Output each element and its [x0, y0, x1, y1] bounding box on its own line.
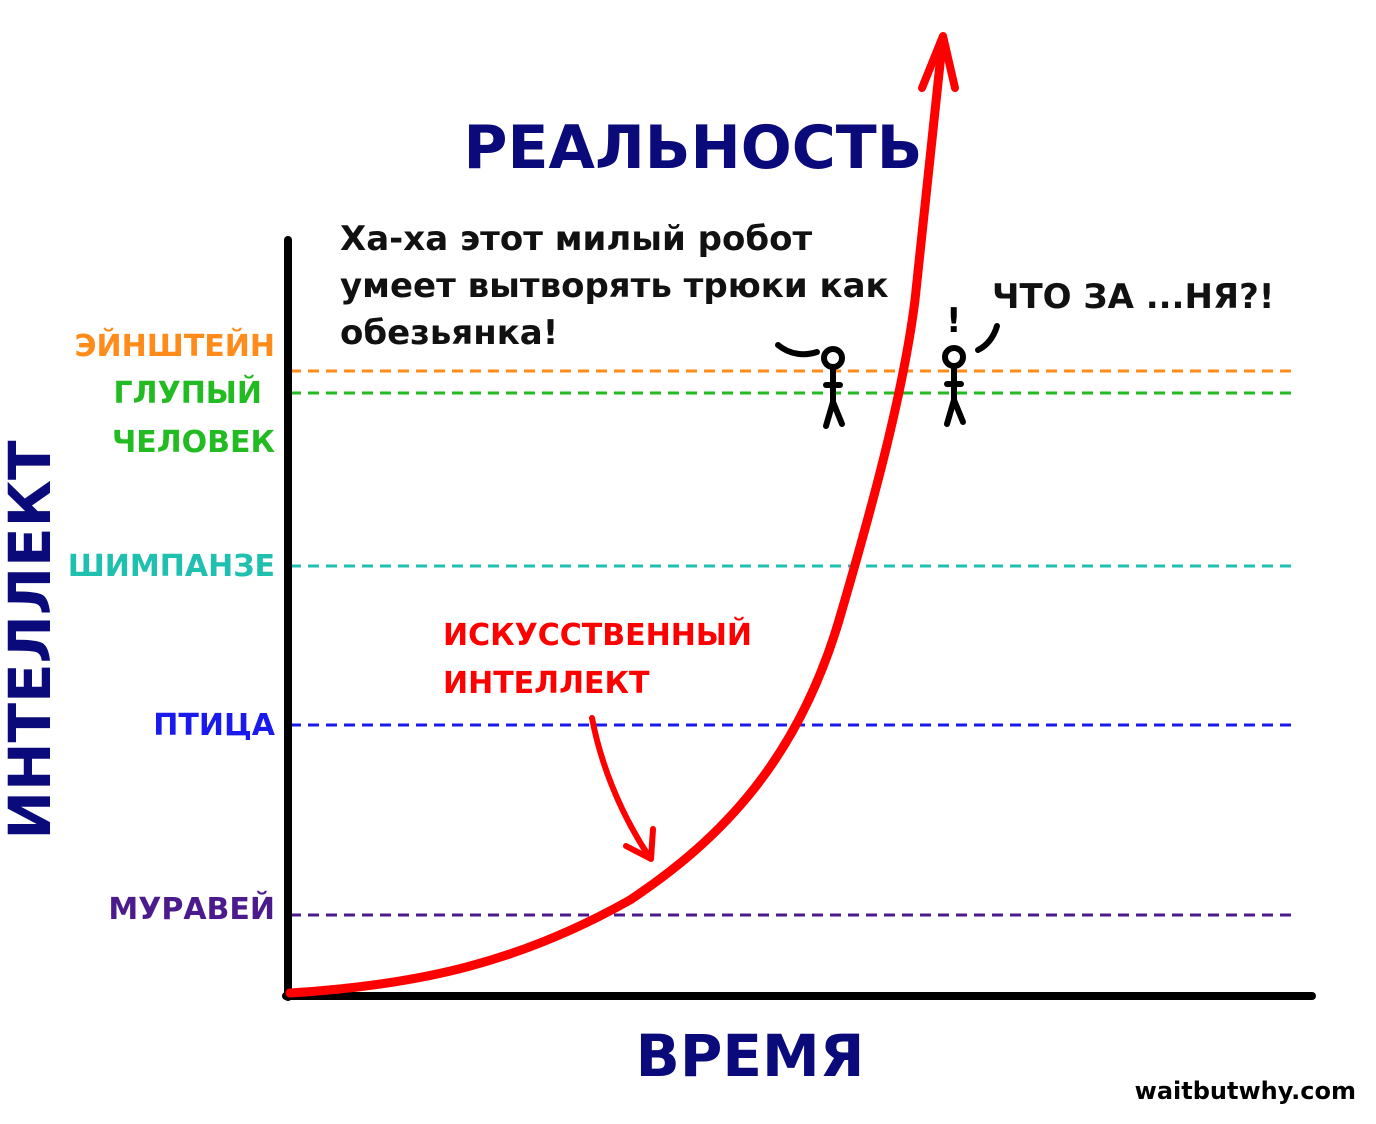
- level-label-2-0: ШИМПАНЗЕ: [68, 549, 275, 584]
- speech-left-line-2: умеет вытворять трюки как: [340, 266, 889, 306]
- ai-label: ИСКУССТВЕННЫЙ ИНТЕЛЛЕКТ: [443, 617, 763, 701]
- ai-label-line-1: ИСКУССТВЕННЫЙ: [443, 617, 752, 653]
- stick-figure-left: [775, 342, 845, 429]
- level-label-1-1: ЧЕЛОВЕК: [112, 425, 276, 460]
- level-label-3-0: ПТИЦА: [153, 708, 276, 743]
- intelligence-levels: ЭЙНШТЕЙН ГЛУПЫЙ ЧЕЛОВЕК ШИМПАНЗЕ ПТИЦА МУРАВЕ…: [68, 328, 1292, 927]
- speech-left-line-1: Ха-ха этот милый робот: [340, 219, 812, 259]
- level-label-0-0: ЭЙНШТЕЙН: [75, 328, 275, 364]
- speech-left-line-3: обезьянка!: [340, 313, 558, 353]
- ai-curve-arrowhead: [918, 32, 959, 92]
- x-axis-title: ВРЕМЯ: [636, 1022, 865, 1090]
- credit: waitbutwhy.com: [1135, 1077, 1356, 1105]
- y-axis-title: ИНТЕЛЛЕКТ: [0, 440, 64, 840]
- level-label-1-0: ГЛУПЫЙ: [114, 375, 262, 411]
- speech-left: Ха-ха этот милый робот умеет вытворять т…: [340, 219, 900, 353]
- stick-figure-right: [942, 323, 1000, 427]
- ai-label-line-2: ИНТЕЛЛЕКТ: [443, 666, 650, 701]
- exclamation-mark: !: [946, 301, 962, 341]
- ai-curve: [285, 40, 947, 998]
- ai-pointer-arrow: [589, 715, 653, 861]
- speech-right: ЧТО ЗА ...НЯ?!: [992, 277, 1274, 317]
- chart-title: РЕАЛЬНОСТЬ: [464, 113, 923, 183]
- level-label-4-0: МУРАВЕЙ: [108, 891, 275, 927]
- ai-pointer-arrowhead: [623, 826, 656, 862]
